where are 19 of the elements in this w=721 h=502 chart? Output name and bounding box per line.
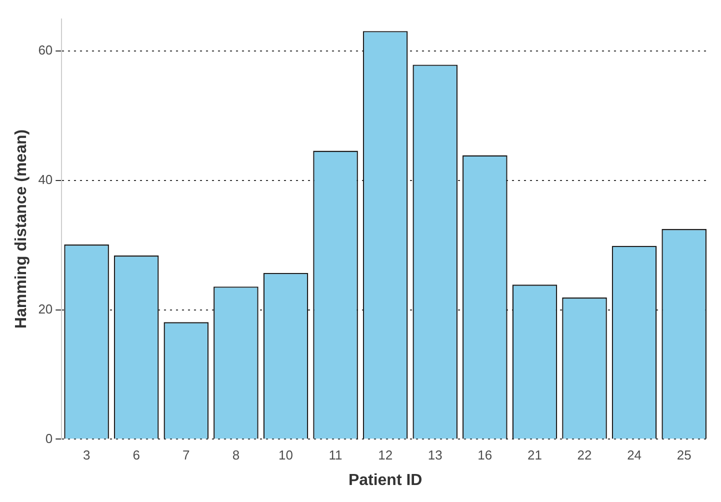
- y-tick-label: 20: [38, 301, 53, 316]
- x-tick-label: 7: [182, 448, 190, 463]
- y-axis-title: Hamming distance (mean): [13, 129, 30, 329]
- x-tick-label: 13: [428, 448, 442, 463]
- y-tick-label: 60: [38, 42, 53, 58]
- x-tick-label: 12: [378, 448, 393, 463]
- x-tick-label: 3: [82, 448, 90, 463]
- x-tick-label: 16: [478, 448, 492, 463]
- y-tick-label: 0: [45, 430, 53, 446]
- x-tick-label: 11: [328, 448, 342, 463]
- x-tick-label: 8: [232, 448, 240, 463]
- y-tick-label: 40: [38, 172, 53, 188]
- x-axis-title: Patient ID: [348, 472, 422, 489]
- x-tick-label: 21: [527, 448, 542, 463]
- x-tick-label: 25: [676, 448, 692, 463]
- x-tick-label: 10: [278, 448, 293, 463]
- x-tick-label: 22: [577, 448, 592, 463]
- x-tick-label: 6: [132, 448, 140, 463]
- x-tick-label: 24: [627, 448, 642, 463]
